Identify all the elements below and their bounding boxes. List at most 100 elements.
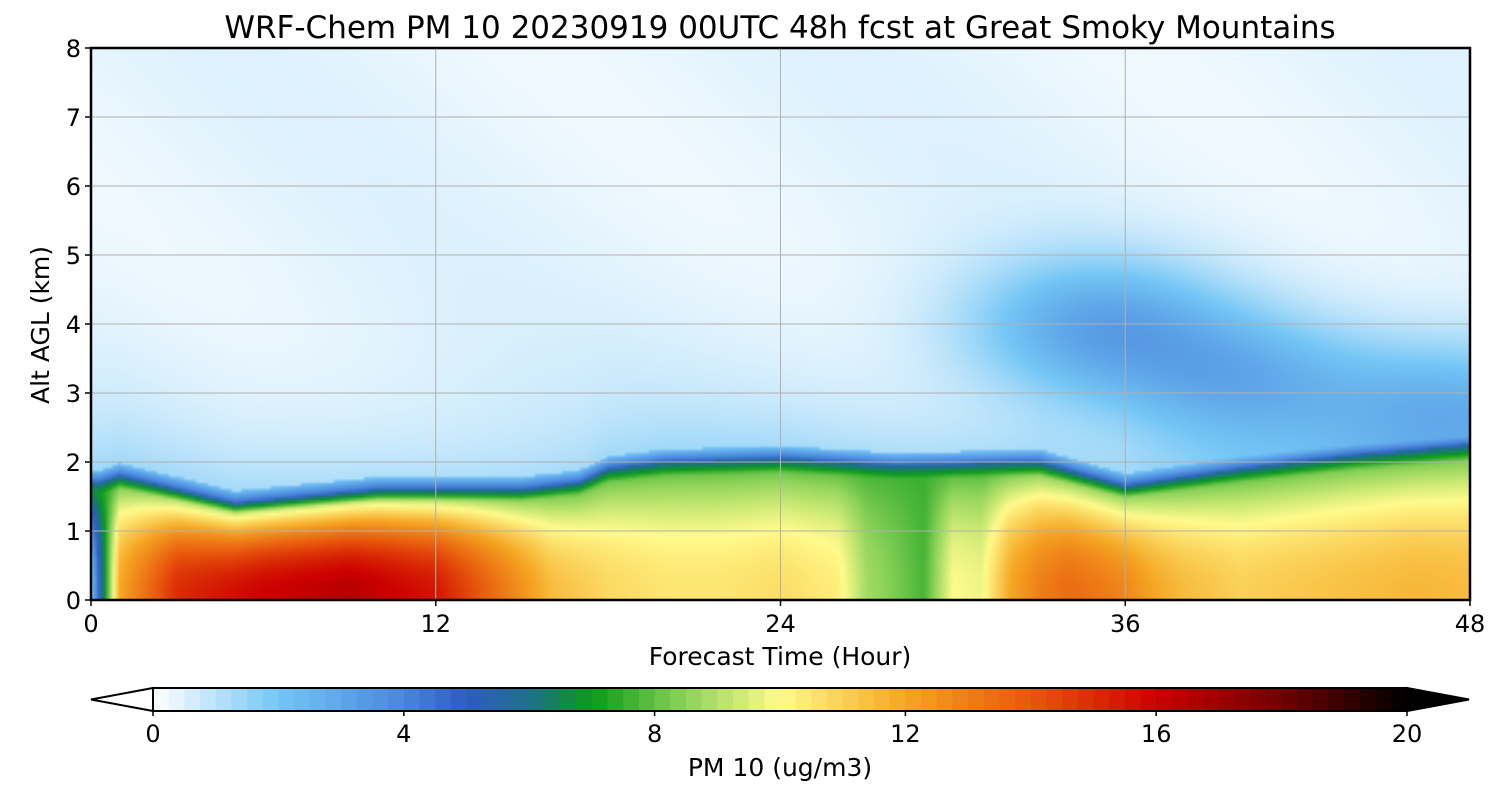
colorbar-swatch: [215, 688, 232, 711]
colorbar-swatch: [701, 688, 718, 711]
y-tick-label: 5: [66, 242, 81, 270]
colorbar-swatch: [591, 688, 609, 711]
colorbar-swatch: [1359, 688, 1377, 711]
colorbar-swatch: [889, 688, 906, 711]
colorbar-swatch: [858, 688, 875, 711]
colorbar-swatch: [341, 688, 358, 711]
colorbar-swatch: [827, 688, 844, 711]
colorbar-swatch: [764, 688, 781, 711]
colorbar-swatch: [780, 688, 797, 711]
y-axis-label: Alt AGL (km): [26, 246, 55, 404]
colorbar-swatch: [482, 688, 499, 711]
colorbar-swatch: [999, 688, 1016, 711]
colorbar-swatch: [529, 688, 546, 711]
colorbar-swatch: [435, 688, 452, 711]
colorbar-swatch: [1187, 688, 1204, 711]
colorbar-swatch: [466, 688, 483, 711]
colorbar-tick-label: 20: [1392, 720, 1423, 748]
colorbar-tick-label: 12: [890, 720, 921, 748]
x-axis-label: Forecast Time (Hour): [649, 642, 912, 671]
colorbar-swatch: [497, 688, 515, 711]
colorbar-swatch: [874, 688, 891, 711]
colorbar-swatch: [262, 688, 279, 711]
colorbar-swatch: [1218, 688, 1236, 711]
y-tick-label: 0: [66, 587, 81, 615]
colorbar-swatch: [1344, 688, 1361, 711]
colorbar-swatch: [560, 688, 577, 711]
y-tick-label: 8: [66, 35, 81, 63]
colorbar-swatch: [936, 688, 954, 711]
colorbar-swatch: [623, 688, 640, 711]
x-tick-label: 12: [420, 610, 451, 638]
colorbar-swatch: [513, 688, 530, 711]
colorbar-extend-max: [1406, 686, 1470, 713]
y-tick-label: 7: [66, 104, 81, 132]
colorbar-swatch: [419, 688, 436, 711]
colorbar-swatch: [1312, 688, 1330, 711]
colorbar-swatch: [811, 688, 828, 711]
y-tick-label: 1: [66, 518, 81, 546]
colorbar: 0 4 8 12 16 20 PM 10 (ug/m3): [90, 686, 1470, 782]
colorbar-swatch: [372, 688, 389, 711]
x-tick-label: 24: [765, 610, 796, 638]
colorbar-swatch: [1015, 688, 1032, 711]
colorbar-swatch: [1281, 688, 1298, 711]
colorbar-swatch: [168, 688, 185, 711]
colorbar-tick-label: 4: [396, 720, 411, 748]
y-tick-label: 3: [66, 380, 81, 408]
colorbar-swatch: [717, 688, 734, 711]
colorbar-swatch: [294, 688, 311, 711]
colorbar-swatch: [1234, 688, 1251, 711]
colorbar-swatch: [356, 688, 374, 711]
colorbar-swatch: [388, 688, 405, 711]
colorbar-swatch: [450, 688, 468, 711]
colorbar-swatch: [1140, 688, 1157, 711]
colorbar-swatch: [1046, 688, 1063, 711]
colorbar-swatch: [1297, 688, 1314, 711]
colorbar-swatch: [670, 688, 687, 711]
colorbar-swatch: [1109, 688, 1126, 711]
colorbar-swatch: [184, 688, 201, 711]
y-tick-label: 6: [66, 173, 81, 201]
x-tick-label: 0: [83, 610, 98, 638]
colorbar-swatch: [952, 688, 969, 711]
colorbar-swatch: [1077, 688, 1095, 711]
colorbar-swatch: [1250, 688, 1267, 711]
colorbar-swatch: [1124, 688, 1142, 711]
y-tick-label: 2: [66, 449, 81, 477]
colorbar-swatch: [905, 688, 922, 711]
colorbar-swatch: [685, 688, 703, 711]
colorbar-swatch: [1062, 688, 1079, 711]
colorbar-swatch: [732, 688, 750, 711]
colorbar-swatch: [153, 688, 170, 711]
y-tick-label: 4: [66, 311, 81, 339]
colorbar-swatch: [1203, 688, 1220, 711]
colorbar-label: PM 10 (ug/m3): [688, 753, 872, 782]
colorbar-swatch: [607, 688, 624, 711]
colorbar-swatch: [654, 688, 671, 711]
colorbar-swatch: [200, 688, 217, 711]
colorbar-swatch: [638, 688, 656, 711]
colorbar-swatch: [309, 688, 327, 711]
colorbar-swatch: [544, 688, 562, 711]
colorbar-swatch: [247, 688, 264, 711]
colorbar-swatch: [1030, 688, 1048, 711]
x-tick-label: 48: [1455, 610, 1486, 638]
colorbar-tick-label: 16: [1141, 720, 1172, 748]
colorbar-tick-label: 0: [145, 720, 160, 748]
colorbar-swatch: [842, 688, 859, 711]
colorbar-swatch: [1375, 688, 1392, 711]
colorbar-swatch: [1391, 688, 1408, 711]
y-axis: 0 1 2 3 4 5 6 7 8: [66, 35, 91, 615]
colorbar-swatch: [1156, 688, 1173, 711]
colorbar-swatch: [325, 688, 342, 711]
colorbar-swatch: [231, 688, 248, 711]
x-axis: 0 12 24 36 48: [83, 600, 1485, 638]
colorbar-swatch: [795, 688, 812, 711]
colorbar-swatch: [921, 688, 938, 711]
x-tick-label: 36: [1110, 610, 1141, 638]
chart-title: WRF-Chem PM 10 20230919 00UTC 48h fcst a…: [224, 10, 1335, 46]
colorbar-ticks: 0 4 8 12 16 20: [145, 711, 1422, 748]
colorbar-swatch: [1265, 688, 1283, 711]
